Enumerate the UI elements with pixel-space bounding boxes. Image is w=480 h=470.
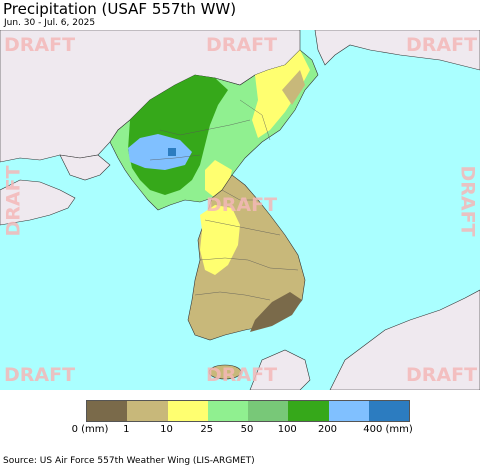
watermark-draft: DRAFT [4,364,76,386]
source-credit: Source: US Air Force 557th Weather Wing … [3,456,255,466]
land-japan [329,289,480,390]
legend-swatch [167,401,208,421]
precip-400 [168,148,176,156]
legend-label: 25 [200,424,214,435]
legend-swatch [368,401,409,421]
legend-label: 50 [240,424,254,435]
legend-colorbar [86,400,410,422]
legend-swatch [87,401,128,421]
province-borders [149,99,299,301]
precip-200 [128,134,192,170]
legend-label: 100 [277,424,297,435]
precip-10-south [200,205,240,275]
watermark-draft: DRAFT [406,364,478,386]
date-range: Jun. 30 - Jul. 6, 2025 [4,18,96,28]
legend-swatch [127,401,168,421]
page-title: Precipitation (USAF 557th WW) [3,0,237,18]
legend-label: 200 [317,424,338,435]
legend-swatch [288,401,329,421]
land-liaodong [59,154,111,181]
precip-1-ne [282,70,305,105]
legend-label: 0 (mm) [71,424,109,435]
watermark-draft-vertical: DRAFT [2,165,25,237]
legend-swatch [328,401,369,421]
land-shandong [0,179,76,226]
watermark-draft-vertical: DRAFT [456,165,479,237]
legend-swatch [248,401,289,421]
land-japan-kyushu [249,349,311,390]
watermark-draft: DRAFT [206,34,278,56]
legend-swatch [207,401,248,421]
watermark-draft: DRAFT [4,34,76,56]
legend-label: 1 [123,424,130,435]
precip-10-north [252,50,310,138]
watermark-draft: DRAFT [206,194,278,216]
legend-label: 10 [160,424,173,435]
watermark-draft: DRAFT [206,364,278,386]
land-jeju [208,364,242,380]
watermark-draft: DRAFT [406,34,478,56]
land-russia [314,30,480,71]
precipitation-map [0,30,480,390]
precip-0 [250,292,302,332]
legend-label: 400 (mm) [363,424,413,435]
